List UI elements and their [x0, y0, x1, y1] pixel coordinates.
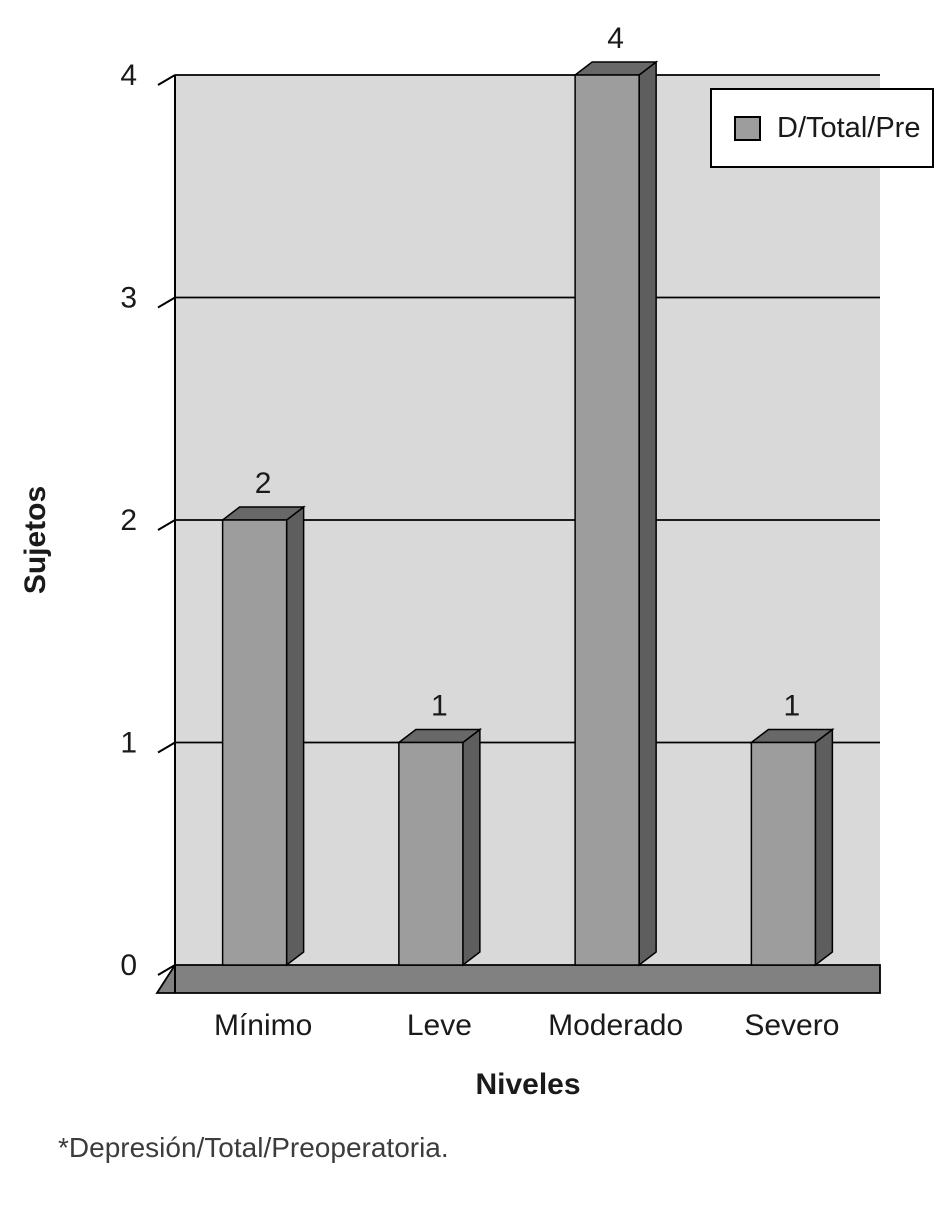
y-tick: [157, 741, 176, 754]
bar-value-label: 4: [607, 22, 624, 55]
x-category-label: Mínimo: [214, 1009, 312, 1042]
legend-swatch-icon: [734, 115, 761, 141]
x-category-label: Leve: [407, 1009, 472, 1042]
bar-side: [814, 727, 834, 967]
y-tick: [157, 296, 176, 309]
footnote: *Depresión/Total/Preoperatoria.: [58, 1132, 449, 1163]
legend-box: D/Total/Pre: [710, 88, 934, 168]
bar-side: [638, 60, 657, 967]
y-tick-label: 3: [120, 282, 137, 315]
bar-front: [750, 741, 817, 966]
chart-floor: [155, 964, 881, 994]
x-axis-title: Niveles: [475, 1068, 581, 1101]
y-tick-label: 4: [120, 59, 137, 92]
bar-front: [221, 519, 288, 966]
x-category-label: Moderado: [548, 1009, 683, 1042]
y-tick-label: 1: [120, 727, 137, 760]
bar-front: [574, 74, 640, 966]
y-tick: [157, 964, 176, 976]
y-axis-title: Sujetos: [19, 485, 52, 595]
legend-label: D/Total/Pre: [777, 111, 921, 144]
bar-value-label: 2: [255, 467, 272, 500]
bar-value-label: 1: [784, 690, 801, 723]
y-tick-label: 0: [120, 949, 137, 982]
bar-value-label: 1: [431, 690, 448, 723]
y-tick: [157, 74, 176, 86]
bar-side: [285, 505, 305, 967]
bar-side: [462, 727, 481, 967]
bar-front: [398, 741, 464, 966]
y-tick-label: 2: [120, 504, 137, 537]
x-category-label: Severo: [744, 1009, 839, 1042]
y-tick: [157, 519, 176, 531]
